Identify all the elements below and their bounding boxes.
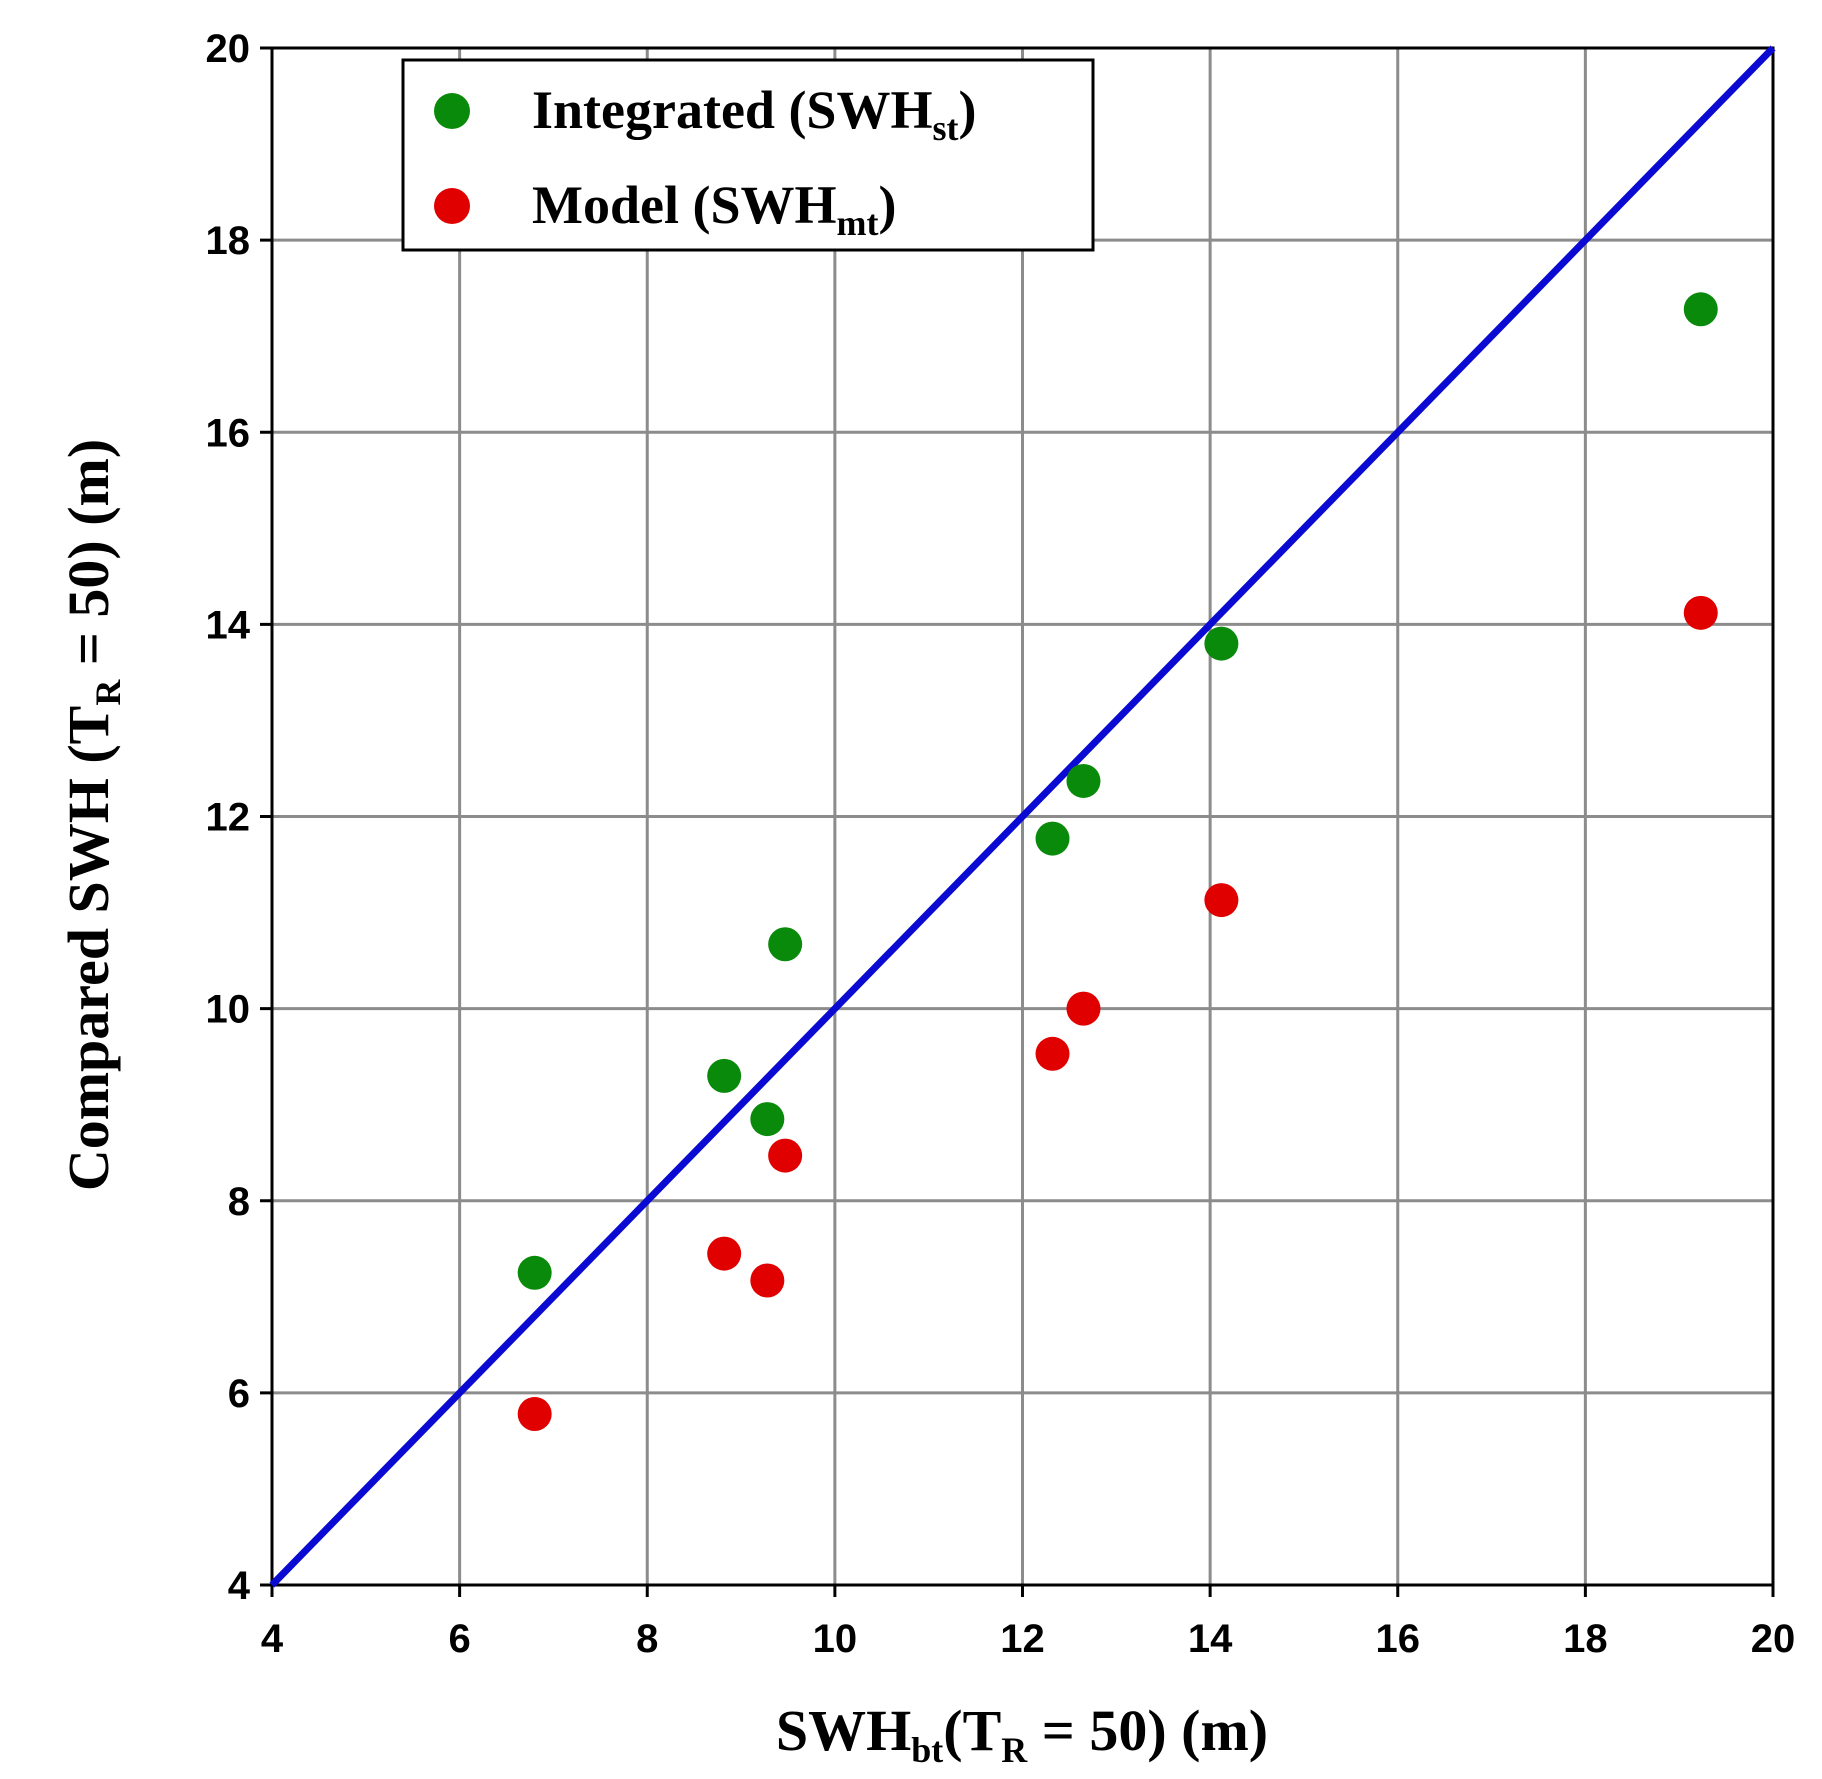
x-tick-label: 4	[261, 1617, 284, 1661]
point-integrated	[1683, 292, 1718, 327]
y-tick-label: 8	[228, 1180, 250, 1224]
legend: Integrated (SWHst) Model (SWHmt)	[401, 58, 1095, 252]
reference-line-1to1	[269, 45, 1776, 1588]
x-tick-label: 18	[1563, 1617, 1608, 1661]
x-tick-label: 20	[1751, 1617, 1796, 1661]
legend-marker-model	[434, 188, 470, 224]
point-integrated	[1066, 763, 1101, 798]
y-tick-label: 10	[206, 988, 251, 1032]
y-axis-title: Compared SWH (TR = 50) (m)	[56, 439, 128, 1191]
y-tick-label: 18	[206, 219, 251, 263]
legend-label-model: Model (SWHmt)	[532, 175, 896, 243]
y-tick-label: 6	[228, 1372, 250, 1416]
point-model	[1683, 595, 1718, 630]
x-tick-label: 8	[636, 1617, 658, 1661]
y-tick-label: 16	[206, 411, 251, 455]
point-integrated	[750, 1102, 785, 1137]
point-model	[707, 1236, 742, 1271]
legend-marker-integrated	[434, 93, 470, 129]
point-integrated	[768, 927, 803, 962]
point-model	[1035, 1036, 1070, 1071]
axis-ticks: 4 6 8 10 12 14 16 18 20 4 6 8 10 12 14 16 18 20	[206, 27, 1796, 1661]
point-integrated	[1204, 626, 1239, 661]
point-integrated	[707, 1058, 742, 1093]
y-tick-label: 4	[228, 1564, 251, 1608]
data-points	[517, 292, 1718, 1432]
legend-box	[401, 58, 1095, 252]
y-tick-label: 20	[206, 27, 251, 71]
point-integrated	[517, 1255, 552, 1290]
x-tick-label: 16	[1376, 1617, 1421, 1661]
x-tick-label: 10	[813, 1617, 858, 1661]
x-tick-label: 12	[1000, 1617, 1045, 1661]
x-tick-label: 14	[1188, 1617, 1233, 1661]
point-model	[1066, 991, 1101, 1026]
point-model	[1204, 883, 1239, 918]
point-integrated	[1035, 821, 1070, 856]
y-tick-label: 12	[206, 796, 251, 840]
y-tick-label: 14	[206, 603, 251, 647]
x-tick-label: 6	[449, 1617, 471, 1661]
point-model	[517, 1397, 552, 1432]
point-model	[750, 1263, 785, 1298]
legend-label-integrated: Integrated (SWHst)	[532, 80, 976, 148]
point-model	[768, 1138, 803, 1173]
x-axis-title: SWHbt(TR = 50) (m)	[776, 1698, 1268, 1770]
